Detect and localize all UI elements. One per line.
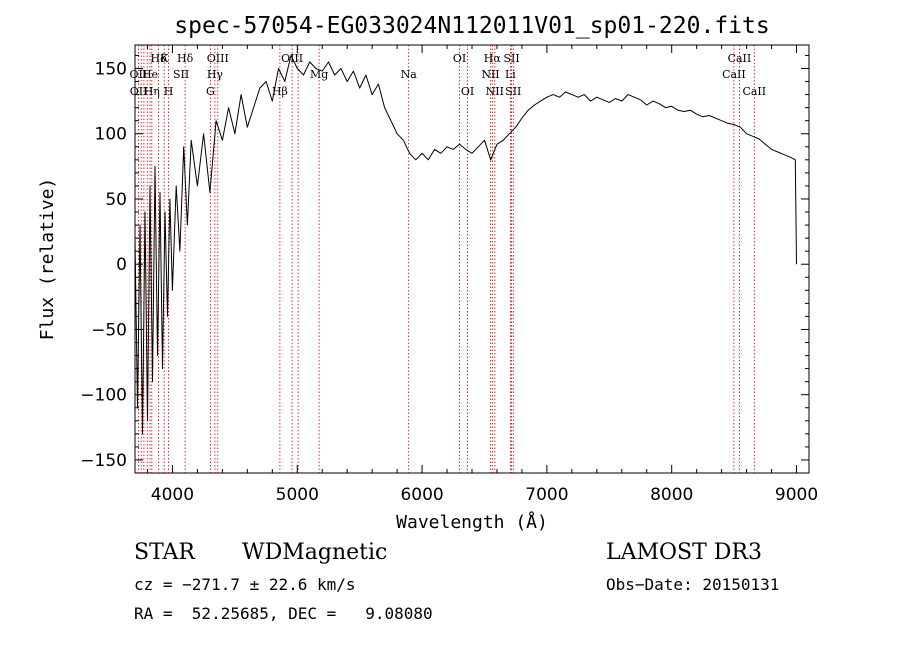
line-label: SII — [173, 68, 189, 81]
x-tick-label: 7000 — [525, 485, 568, 505]
line-label: He — [142, 68, 158, 81]
redshift-cz: cz = −271.7 ± 22.6 km/s — [134, 575, 356, 594]
coordinates: RA = 52.25685, DEC = 9.08080 — [134, 604, 433, 623]
line-label: OIII — [207, 52, 229, 65]
object-subclass: WDMagnetic — [242, 540, 387, 565]
survey-name: LAMOST DR3 — [606, 540, 762, 565]
line-label: Hδ — [150, 52, 167, 65]
line-label: Hβ — [272, 85, 288, 98]
line-label: OI — [461, 85, 474, 98]
y-tick-label: 0 — [116, 255, 127, 275]
x-tick-label: 9000 — [775, 485, 818, 505]
observation-date: Obs−Date: 20150131 — [606, 575, 779, 594]
line-label: NII — [481, 68, 499, 81]
chart-title: spec-57054-EG033024N112011V01_sp01-220.f… — [174, 13, 769, 39]
y-axis-label: Flux (relative) — [37, 178, 58, 341]
x-tick-label: 8000 — [650, 485, 693, 505]
y-tick-label: −150 — [80, 451, 127, 471]
object-class: STAR — [134, 540, 196, 565]
y-tick-label: 100 — [95, 125, 127, 145]
line-label: Hγ — [207, 68, 224, 81]
line-label: Hη — [144, 85, 160, 98]
line-label: CaII — [728, 52, 752, 65]
y-tick-label: 50 — [105, 190, 127, 210]
line-label: Hδ — [177, 52, 194, 65]
y-tick-label: 150 — [95, 59, 127, 79]
x-tick-label: 6000 — [400, 485, 443, 505]
y-tick-label: −100 — [80, 386, 127, 406]
line-label: Mg — [310, 68, 328, 81]
line-label: Hα — [484, 52, 502, 65]
x-tick-label: 4000 — [151, 485, 194, 505]
line-label: G — [206, 85, 215, 98]
line-label: SII — [503, 52, 519, 65]
line-label: CaII — [722, 68, 746, 81]
line-label: NII — [486, 85, 504, 98]
x-axis-ticks: 4000 5000 6000 7000 8000 9000 — [146, 45, 818, 505]
line-label: SII — [505, 85, 521, 98]
y-tick-label: −50 — [91, 320, 127, 340]
line-label: OI — [453, 52, 466, 65]
spectral-line-markers — [137, 45, 755, 473]
plot-area — [134, 44, 810, 474]
line-label: K — [160, 52, 169, 65]
line-label: CaII — [742, 85, 766, 98]
line-label: OII — [130, 68, 148, 81]
line-label: H — [164, 85, 174, 98]
x-tick-label: 5000 — [276, 485, 319, 505]
series-line — [134, 54, 797, 435]
line-label: Na — [401, 68, 418, 81]
line-label: OII — [130, 85, 148, 98]
line-label: Li — [505, 68, 516, 81]
x-axis-label: Wavelength (Å) — [396, 511, 548, 533]
spectrum-series — [134, 54, 797, 435]
y-axis-ticks: −150 −100 −50 0 50 100 150 — [80, 54, 809, 471]
